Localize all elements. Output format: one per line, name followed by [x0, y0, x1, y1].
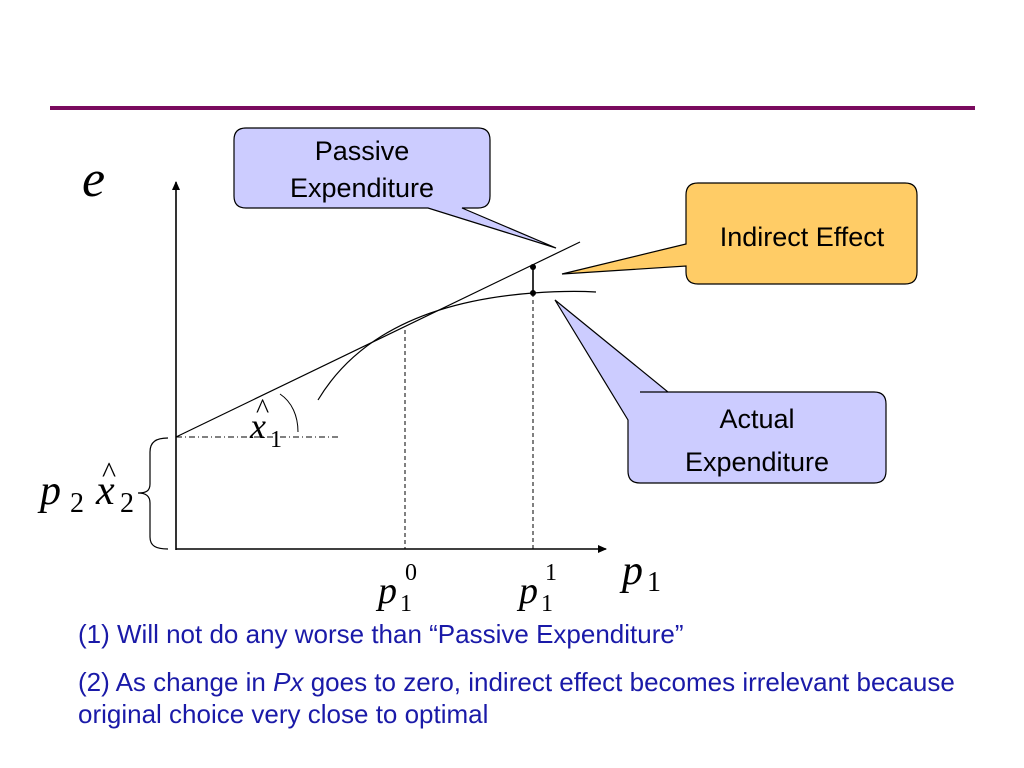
passive-callout-line1: Passive	[315, 136, 410, 166]
intercept-label-p: p	[37, 468, 61, 514]
slope-label: x	[249, 406, 266, 446]
title-rule	[50, 106, 975, 110]
slope-label-hat: ^	[256, 394, 269, 425]
actual-expenditure-curve	[317, 290, 597, 401]
passive-callout-box	[233, 127, 557, 249]
tick-p1-label: p	[516, 570, 538, 612]
tick-p0-subscript: 1	[400, 591, 412, 617]
note-1: (1) Will not do any worse than “Passive …	[78, 619, 684, 649]
tick-p0-superscript: 0	[405, 560, 417, 586]
tick-p1-superscript: 1	[545, 560, 557, 586]
x-axis-label-subscript: 1	[647, 567, 661, 598]
slope-label-subscript: 1	[270, 427, 282, 453]
passive-callout-line2: Expenditure	[290, 173, 434, 203]
y-axis-label: e	[82, 151, 105, 208]
passive-expenditure-line	[175, 241, 581, 438]
note-2-italic: Px	[273, 667, 304, 697]
tick-p1-subscript: 1	[541, 591, 553, 617]
actual-callout-line1: Actual	[719, 404, 794, 434]
indirect-effect-callout: Indirect Effect	[561, 182, 918, 285]
actual-callout-line2: Expenditure	[685, 447, 829, 477]
tick-p0-label: p	[375, 570, 397, 612]
passive-point	[530, 264, 536, 270]
note-2-part2: goes to zero, indirect effect becomes ir…	[78, 667, 955, 729]
intercept-label-x-hat: ^	[102, 456, 116, 489]
actual-point	[530, 290, 536, 296]
indirect-callout-box	[561, 182, 918, 285]
note-2-part1: (2) As change in	[78, 667, 274, 697]
actual-callout-box	[554, 299, 887, 484]
passive-expenditure-callout: Passive Expenditure	[233, 127, 557, 249]
indirect-callout-text: Indirect Effect	[720, 222, 885, 252]
intercept-brace	[137, 437, 169, 550]
intercept-label-x: x	[95, 468, 115, 514]
intercept-label-x-subscript: 2	[120, 488, 134, 519]
note-2: (2) As change in Px goes to zero, indire…	[78, 666, 978, 730]
intercept-label-p-subscript: 2	[70, 488, 84, 519]
slope-angle-arc	[279, 393, 299, 433]
x-axis-label: p	[619, 548, 643, 594]
actual-expenditure-callout: Actual Expenditure	[554, 299, 887, 484]
